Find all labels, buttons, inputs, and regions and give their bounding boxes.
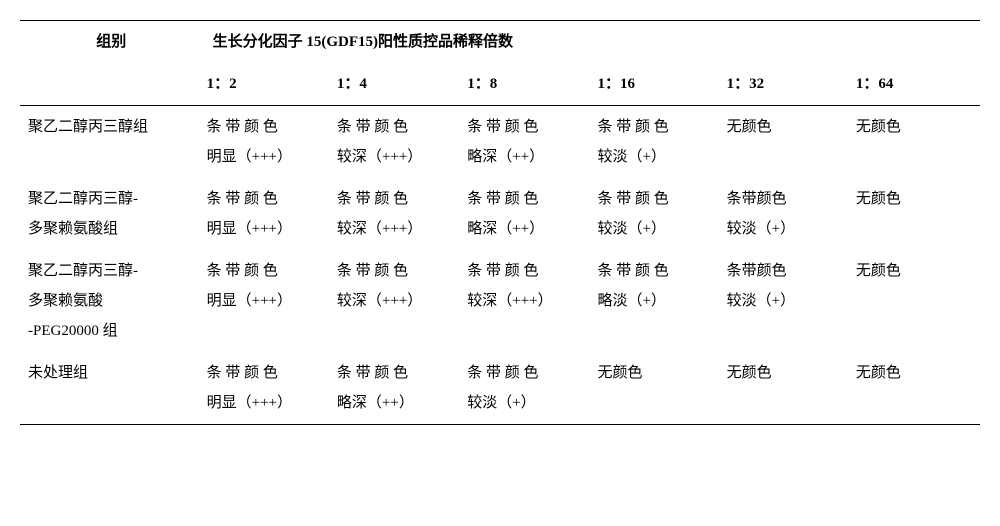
cell-value: 条 带 颜 色较深（+++）	[333, 250, 463, 352]
dilution-header: 1：4	[333, 63, 463, 106]
cell-value: 条 带 颜 色较淡（+）	[593, 178, 722, 250]
table-row: 未处理组条 带 颜 色明显（+++）条 带 颜 色略深（++）条 带 颜 色较淡…	[20, 352, 980, 425]
header-row-1: 组别 生长分化因子 15(GDF15)阳性质控品稀释倍数	[20, 21, 980, 64]
cell-value: 无颜色	[593, 352, 722, 425]
dilution-header: 1：2	[203, 63, 333, 106]
cell-value: 无颜色	[723, 352, 852, 425]
cell-value: 无颜色	[852, 178, 980, 250]
cell-value: 条 带 颜 色明显（+++）	[203, 250, 333, 352]
cell-value: 条 带 颜 色较深（+++）	[333, 106, 463, 179]
group-label: 未处理组	[20, 352, 203, 425]
header-group: 组别	[20, 21, 203, 64]
cell-value: 条带颜色较淡（+）	[723, 178, 852, 250]
cell-value: 条 带 颜 色略淡（+）	[593, 250, 722, 352]
cell-value: 无颜色	[852, 250, 980, 352]
cell-value: 条 带 颜 色明显（+++）	[203, 106, 333, 179]
cell-value: 条 带 颜 色较淡（+）	[463, 352, 593, 425]
table-body: 聚乙二醇丙三醇组条 带 颜 色明显（+++）条 带 颜 色较深（+++）条 带 …	[20, 106, 980, 425]
cell-value: 条 带 颜 色略深（++）	[463, 178, 593, 250]
cell-value: 条 带 颜 色略深（++）	[333, 352, 463, 425]
cell-value: 条 带 颜 色略深（++）	[463, 106, 593, 179]
group-label: 聚乙二醇丙三醇组	[20, 106, 203, 179]
data-table: 组别 生长分化因子 15(GDF15)阳性质控品稀释倍数 1：2 1：4 1：8…	[20, 20, 980, 425]
header-row-2: 1：2 1：4 1：8 1：16 1：32 1：64	[20, 63, 980, 106]
group-label: 聚乙二醇丙三醇-多聚赖氨酸-PEG20000 组	[20, 250, 203, 352]
table-row: 聚乙二醇丙三醇-多聚赖氨酸组条 带 颜 色明显（+++）条 带 颜 色较深（++…	[20, 178, 980, 250]
cell-value: 无颜色	[852, 352, 980, 425]
cell-value: 无颜色	[723, 106, 852, 179]
cell-value: 条 带 颜 色明显（+++）	[203, 352, 333, 425]
cell-value: 条 带 颜 色较淡（+）	[593, 106, 722, 179]
dilution-header: 1：8	[463, 63, 593, 106]
group-label: 聚乙二醇丙三醇-多聚赖氨酸组	[20, 178, 203, 250]
dilution-header: 1：64	[852, 63, 980, 106]
cell-value: 条 带 颜 色明显（+++）	[203, 178, 333, 250]
header-title: 生长分化因子 15(GDF15)阳性质控品稀释倍数	[203, 21, 980, 64]
dilution-header: 1：32	[723, 63, 852, 106]
table-row: 聚乙二醇丙三醇组条 带 颜 色明显（+++）条 带 颜 色较深（+++）条 带 …	[20, 106, 980, 179]
dilution-header: 1：16	[593, 63, 722, 106]
cell-value: 条 带 颜 色较深（+++）	[333, 178, 463, 250]
header-empty	[20, 63, 203, 106]
cell-value: 无颜色	[852, 106, 980, 179]
cell-value: 条带颜色较淡（+）	[723, 250, 852, 352]
cell-value: 条 带 颜 色较深（+++）	[463, 250, 593, 352]
table-row: 聚乙二醇丙三醇-多聚赖氨酸-PEG20000 组条 带 颜 色明显（+++）条 …	[20, 250, 980, 352]
